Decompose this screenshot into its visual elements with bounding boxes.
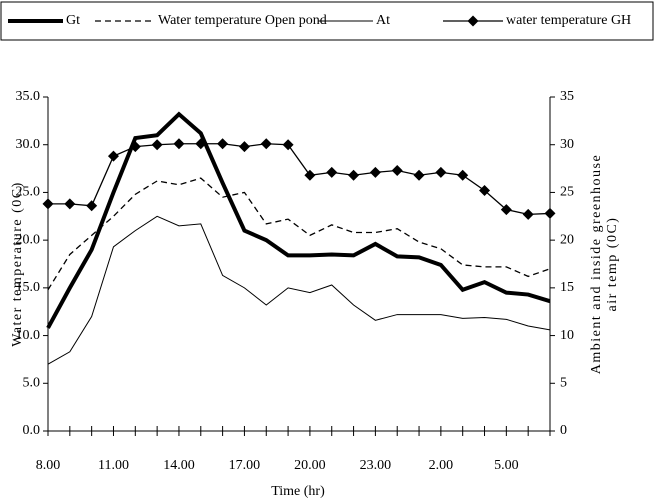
y2-tick-label: 10 [560,328,574,343]
point-marker [391,164,403,176]
point-marker [195,138,207,150]
point-marker [282,139,294,151]
y2-tick-label: 25 [560,185,574,200]
x-tick-label: 2.00 [429,458,454,473]
point-marker [522,208,534,220]
legend-box [0,1,654,41]
y2-tick-label: 15 [560,280,574,295]
point-marker [413,169,425,181]
point-marker [369,166,381,178]
y2-axis-label: Ambient and inside greenhouse [589,154,604,374]
y2-axis-label: air temp (0C) [605,217,620,312]
y2-tick-label: 35 [560,89,574,104]
point-marker [151,139,163,151]
y2-tick-label: 0 [560,423,567,438]
point-marker [217,138,229,150]
point-marker [42,198,54,210]
legend-label: water temperature GH [506,13,631,28]
point-marker [129,141,141,153]
point-marker [304,169,316,181]
y-axis-label: Water temperature (0C) [10,181,25,347]
point-marker [435,166,447,178]
point-marker [326,166,338,178]
x-tick-label: 5.00 [494,458,519,473]
y-tick-label: 20.0 [16,232,41,247]
y2-tick-label: 5 [560,376,567,391]
y-tick-label: 0.0 [23,423,41,438]
point-marker [457,169,469,181]
point-marker [86,200,98,212]
series-line [47,215,551,365]
x-axis-label: Time (hr) [271,484,325,499]
x-tick-label: 8.00 [36,458,61,473]
y-tick-label: 5.0 [23,376,41,391]
y-tick-label: 25.0 [16,185,41,200]
x-tick-label: 14.00 [163,458,195,473]
x-tick-label: 11.00 [98,458,129,473]
series-line [48,143,551,216]
y-tick-label: 15.0 [16,280,41,295]
x-tick-label: 20.00 [294,458,326,473]
point-marker [107,150,119,162]
y-tick-label: 10.0 [16,328,41,343]
series-line [46,111,551,329]
point-marker [238,141,250,153]
point-marker [479,185,491,197]
series-line [47,177,551,291]
point-marker [260,138,272,150]
y-tick-label: 30.0 [16,137,41,152]
point-marker [544,207,556,219]
y2-tick-label: 30 [560,137,574,152]
y2-tick-label: 20 [560,232,574,247]
x-tick-label: 17.00 [229,458,261,473]
legend-label: Gt [66,13,80,28]
legend-marker [467,15,479,27]
point-marker [64,198,76,210]
legend-label: At [376,13,390,28]
y-tick-label: 35.0 [16,89,41,104]
legend-label: Water temperature Open pond [158,13,327,28]
point-marker [173,138,185,150]
x-tick-label: 23.00 [360,458,392,473]
point-marker [348,169,360,181]
point-marker [500,204,512,216]
